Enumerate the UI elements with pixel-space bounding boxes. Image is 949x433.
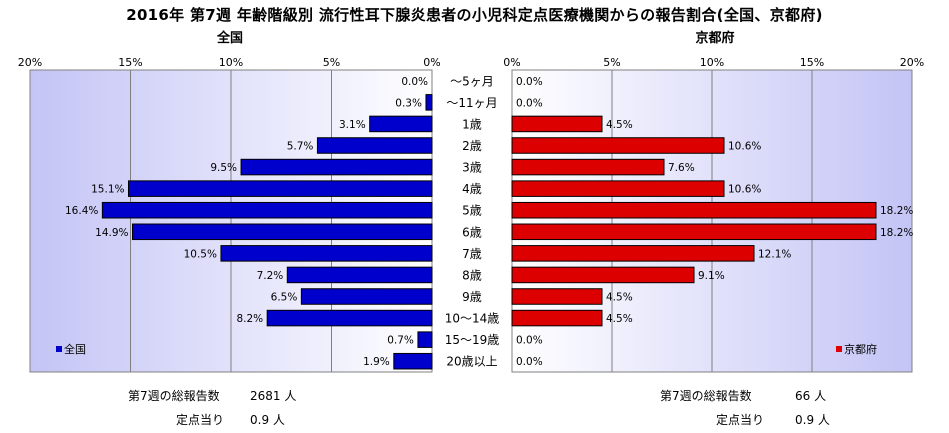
right-bar <box>511 245 755 262</box>
left-data-label: 14.9% <box>95 227 128 239</box>
right-tick-label: 20% <box>900 56 924 69</box>
right-data-label: 12.1% <box>758 248 791 260</box>
right-data-label: 7.6% <box>668 162 695 174</box>
right-total-value: 66 人 <box>795 389 827 403</box>
right-bar <box>511 201 877 219</box>
right-tick-label: 15% <box>800 56 824 69</box>
right-data-label: 0.0% <box>516 335 543 347</box>
left-data-label: 9.5% <box>210 162 237 174</box>
right-bar <box>511 137 725 154</box>
right-legend-label: 京都府 <box>844 342 877 356</box>
left-data-label: 8.2% <box>236 313 263 325</box>
category-label: 4歳 <box>462 182 482 196</box>
right-per-label: 定点当り <box>716 413 765 427</box>
right-bar <box>511 266 695 284</box>
right-data-label: 18.2% <box>880 227 913 239</box>
left-bar <box>101 201 433 219</box>
right-data-label: 4.5% <box>606 292 633 304</box>
left-per-label: 定点当り <box>176 413 225 427</box>
right-tick-label: 0% <box>503 56 520 69</box>
category-label: 7歳 <box>462 247 482 261</box>
left-bar <box>266 309 433 327</box>
left-data-label: 15.1% <box>91 184 124 196</box>
left-bar <box>240 158 433 176</box>
right-bar <box>511 223 877 241</box>
right-data-label: 0.0% <box>516 76 543 88</box>
right-panel-title: 京都府 <box>695 30 734 46</box>
category-label: ～5ヶ月 <box>450 74 494 88</box>
left-bar <box>369 115 433 133</box>
right-data-label: 4.5% <box>606 313 633 325</box>
right-data-label: 10.6% <box>728 141 761 153</box>
right-bar <box>511 180 725 197</box>
left-panel-title: 全国 <box>216 30 243 46</box>
category-label: 1歳 <box>462 117 482 131</box>
right-data-label: 4.5% <box>606 119 633 131</box>
category-label: 8歳 <box>462 268 482 282</box>
left-legend-swatch <box>56 346 62 352</box>
right-per-value: 0.9 人 <box>795 413 830 427</box>
left-data-label: 5.7% <box>287 141 314 153</box>
right-data-label: 18.2% <box>880 205 913 217</box>
left-bar <box>286 266 433 284</box>
category-label: 3歳 <box>462 161 482 175</box>
left-total-label: 第7週の総報告数 <box>128 389 220 403</box>
left-data-label: 1.9% <box>363 356 390 368</box>
right-legend-swatch <box>836 346 842 352</box>
left-bar <box>316 137 433 154</box>
left-data-label: 0.0% <box>401 76 428 88</box>
category-label: 20歳以上 <box>446 355 497 369</box>
left-bar <box>132 223 433 241</box>
left-bar <box>417 331 433 348</box>
right-data-label: 0.0% <box>516 356 543 368</box>
left-data-label: 3.1% <box>339 119 366 131</box>
right-bar <box>511 158 665 176</box>
left-legend-label: 全国 <box>64 342 86 356</box>
right-total-label: 第7週の総報告数 <box>660 389 752 403</box>
left-bar <box>425 94 433 111</box>
right-bar <box>511 309 603 327</box>
left-total-value: 2681 人 <box>250 389 297 403</box>
left-data-label: 16.4% <box>65 205 98 217</box>
left-bar <box>127 180 433 197</box>
left-data-label: 0.3% <box>395 97 422 109</box>
left-bar <box>393 352 433 370</box>
category-label: 6歳 <box>462 225 482 239</box>
left-tick-label: 10% <box>219 56 243 69</box>
category-label: 9歳 <box>462 290 482 304</box>
right-data-label: 10.6% <box>728 184 761 196</box>
left-tick-label: 15% <box>118 56 142 69</box>
left-data-label: 0.7% <box>387 335 414 347</box>
right-bar <box>511 288 603 305</box>
right-bar <box>511 115 603 133</box>
category-label: 15～19歳 <box>445 333 500 347</box>
right-data-label: 0.0% <box>516 97 543 109</box>
category-label: 10～14歳 <box>445 312 500 326</box>
left-per-value: 0.9 人 <box>250 413 285 427</box>
left-tick-label: 20% <box>18 56 42 69</box>
right-data-label: 9.1% <box>698 270 725 282</box>
left-data-label: 10.5% <box>184 248 217 260</box>
category-label: 5歳 <box>462 204 482 218</box>
left-data-label: 6.5% <box>271 292 298 304</box>
left-tick-label: 5% <box>323 56 340 69</box>
category-label: ～11ヶ月 <box>446 96 497 110</box>
left-tick-label: 0% <box>423 56 440 69</box>
chart-title: 2016年 第7週 年齢階級別 流行性耳下腺炎患者の小児科定点医療機関からの報告… <box>126 6 823 24</box>
right-tick-label: 10% <box>700 56 724 69</box>
left-bar <box>220 245 433 262</box>
category-label: 2歳 <box>462 139 482 153</box>
right-tick-label: 5% <box>603 56 620 69</box>
left-data-label: 7.2% <box>257 270 284 282</box>
left-bar <box>300 288 433 305</box>
